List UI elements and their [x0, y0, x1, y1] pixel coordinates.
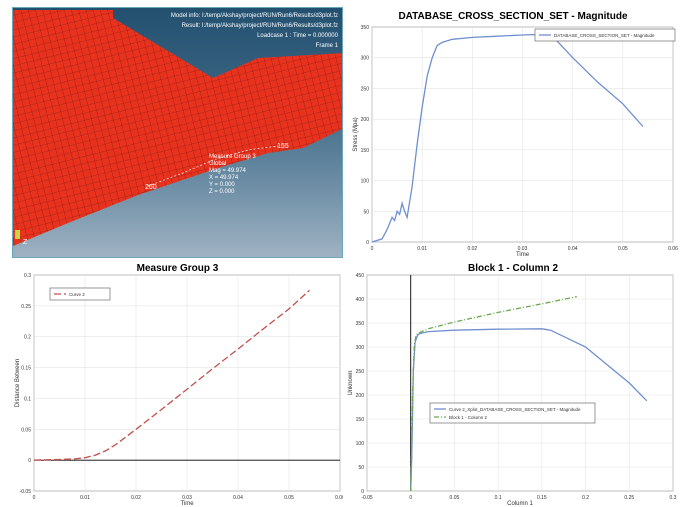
x-axis-label: Column 1: [507, 501, 533, 506]
x-tick-label: 0.2: [582, 495, 589, 501]
svg-text:Y = 0.000: Y = 0.000: [209, 182, 235, 188]
y-tick-label: 250: [356, 369, 365, 375]
stress-time-plot[interactable]: 0 0.01 0.02 0.03 0.04 0.05 0.06 0 50 100 150 200 250…: [345, 7, 681, 258]
mesh-canvas[interactable]: 260 155 Z Measure Group 3 Global Mag = 4…: [13, 8, 343, 258]
y-tick-label: 300: [361, 56, 370, 62]
y-tick-label: 0: [366, 240, 369, 246]
x-tick-label: 0: [409, 495, 412, 501]
y-tick-label: 0: [361, 489, 364, 495]
x-tick-label: 0.03: [182, 495, 192, 501]
y-tick-label: 200: [361, 117, 370, 123]
plot-area: [366, 274, 674, 492]
series-line: [410, 328, 648, 492]
x-tick-label: 0.1: [495, 495, 502, 501]
legend-label: Curve 2_Xplot_DATABASE_CROSS_SECTION_SET…: [449, 407, 581, 412]
legend-box: [429, 402, 596, 424]
result-info-text: Result: I:/temp/Akshay/project/RUN/Run6/…: [181, 23, 338, 29]
model-info-text: Model info: I:/temp/Akshay/project/RUN/R…: [170, 13, 338, 19]
x-tick-label: -0.05: [361, 495, 373, 501]
y-tick-label: 0.3: [24, 273, 31, 279]
crossplot-panel[interactable]: Block 1 - Column 2 -0.05 0 0.05 0.1 0.15 0.2 0…: [345, 260, 681, 506]
y-tick-label: 50: [358, 465, 364, 471]
x-tick-label: 0: [371, 246, 374, 252]
svg-text:Measure Group 3: Measure Group 3: [209, 154, 256, 160]
stress-time-plot-panel[interactable]: DATABASE_CROSS_SECTION_SET - Magnitude 0…: [345, 7, 681, 258]
series-line: [33, 289, 310, 461]
y-tick-label: 50: [363, 209, 369, 215]
y-tick-label: 200: [356, 393, 365, 399]
y-tick-label: 350: [356, 321, 365, 327]
y-tick-label: 0.05: [21, 427, 31, 433]
model-viewport[interactable]: 260 155 Z Measure Group 3 Global Mag = 4…: [12, 7, 343, 258]
y-axis-label: Stress (Mpa): [353, 117, 359, 151]
x-tick-label: 0.05: [450, 495, 460, 501]
x-tick-label: 0.02: [131, 495, 141, 501]
x-tick-label: 0.01: [80, 495, 90, 501]
chart-title: Measure Group 3: [136, 263, 219, 274]
series-line: [410, 295, 577, 492]
x-tick-label: 0.03: [518, 246, 528, 252]
x-tick-label: 0.25: [624, 495, 634, 501]
x-tick-label: 0.05: [618, 246, 628, 252]
y-tick-label: 0.25: [21, 304, 31, 310]
x-tick-label: 0.05: [284, 495, 294, 501]
y-tick-label: 100: [356, 441, 365, 447]
y-tick-label: -0.05: [20, 489, 32, 495]
y-tick-label: 400: [356, 297, 365, 303]
x-axis-label: Time: [516, 252, 530, 258]
loadcase-info-text: Loadcase 1 : Time = 0.000000: [257, 33, 338, 39]
y-tick-label: 100: [361, 179, 370, 185]
measure-distance-plot-panel[interactable]: Measure Group 3 0 0.01 0.02 0.03 0.04 0.05 0.0…: [12, 260, 343, 506]
svg-text:Global: Global: [209, 161, 226, 167]
svg-text:Z = 0.000: Z = 0.000: [209, 189, 235, 195]
mesh-grid-overlay: [13, 10, 342, 246]
svg-text:Mag = 49.974: Mag = 49.974: [209, 168, 247, 174]
legend-box: [534, 28, 676, 42]
svg-text:X = 49.974: X = 49.974: [209, 175, 239, 181]
y-axis-label: Unknown: [348, 370, 354, 395]
y-axis-label: Distance Between: [15, 359, 21, 407]
axis-triad-label: Z: [23, 239, 28, 246]
x-tick-label: 0.3: [670, 495, 677, 501]
legend-box: [49, 287, 111, 301]
x-tick-label: 0.15: [537, 495, 547, 501]
boundary-marker: [15, 230, 20, 239]
legend-label: DATABASE_CROSS_SECTION_SET - Magnitude: [554, 33, 655, 38]
y-tick-label: 450: [356, 273, 365, 279]
y-tick-label: 150: [361, 148, 370, 154]
x-tick-label: 0.04: [233, 495, 243, 501]
x-tick-label: 0.02: [467, 246, 477, 252]
y-tick-label: 0.1: [24, 396, 31, 402]
y-tick-label: 150: [356, 417, 365, 423]
x-tick-label: 0.06: [668, 246, 678, 252]
legend-label: Block 1 - Column 2: [449, 415, 488, 420]
y-tick-label: 0: [28, 458, 31, 464]
chart-title: Block 1 - Column 2: [467, 263, 558, 274]
node-label-left: 260: [145, 184, 157, 191]
x-tick-label: 0.01: [417, 246, 427, 252]
x-tick-label: 0.04: [568, 246, 578, 252]
chart-title: DATABASE_CROSS_SECTION_SET - Magnitude: [398, 11, 628, 22]
crossplot[interactable]: -0.05 0 0.05 0.1 0.15 0.2 0.25 0.30501001502002…: [345, 260, 681, 506]
y-tick-label: 350: [361, 25, 370, 31]
frame-info-text: Frame 1: [315, 43, 338, 49]
x-tick-label: 0.06: [335, 495, 343, 501]
measure-annotation: Measure Group 3 Global Mag = 49.974 X = …: [209, 154, 256, 195]
node-label-right: 155: [277, 143, 289, 150]
measure-distance-plot[interactable]: 00.010.020.030.040.050.06-0.0500.050.10.…: [12, 260, 343, 506]
y-tick-label: 0.2: [24, 335, 31, 341]
legend-label: Curve 2: [69, 292, 85, 297]
y-tick-label: 0.15: [21, 366, 31, 372]
y-tick-label: 250: [361, 86, 370, 92]
measure-leader-line: [147, 145, 279, 187]
y-tick-label: 300: [356, 345, 365, 351]
x-tick-label: 0: [33, 495, 36, 501]
x-axis-label: Time: [180, 501, 194, 506]
